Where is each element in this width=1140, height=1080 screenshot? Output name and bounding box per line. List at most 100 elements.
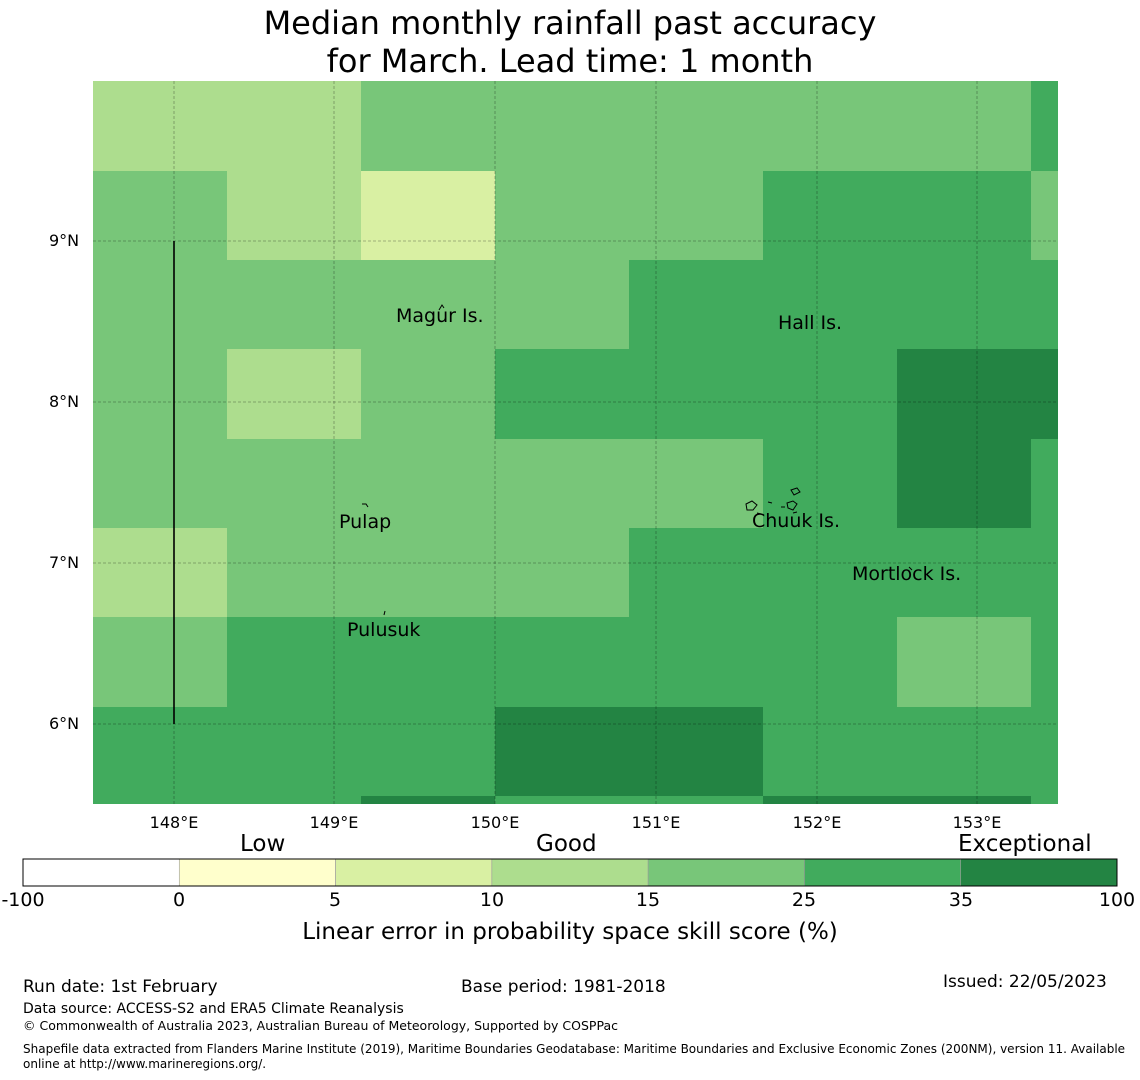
grid-cell	[495, 81, 629, 171]
grid-cell	[495, 796, 629, 804]
grid-cell	[361, 707, 495, 796]
legend-category-low: Low	[240, 831, 286, 857]
grid-cell	[763, 260, 897, 349]
grid-cell	[361, 81, 495, 171]
colorbar-segment	[960, 858, 1118, 887]
grid-cell	[763, 349, 897, 439]
legend-category-exceptional: Exceptional	[958, 831, 1092, 857]
shapefile-credit-line2: online at http://www.marineregions.org/.	[23, 1057, 267, 1071]
grid-cell	[897, 707, 1031, 796]
colorbar-tick-35: 35	[948, 889, 974, 911]
grid-cell	[897, 528, 1031, 617]
grid-cell	[1031, 171, 1058, 260]
skill-grid	[93, 81, 1058, 804]
grid-cell	[361, 796, 495, 804]
grid-cell	[495, 439, 629, 528]
grid-cell	[227, 439, 361, 528]
grid-cell	[1031, 349, 1058, 439]
lon-tick-150e: 150°E	[470, 813, 520, 832]
colorbar-tick-100: 100	[1098, 889, 1136, 911]
colorbar-tick-25: 25	[791, 889, 817, 911]
lat-tick-7n: 7°N	[49, 553, 80, 572]
grid-cell	[227, 617, 361, 707]
grid-cell	[1031, 617, 1058, 707]
lat-tick-9n: 9°N	[49, 231, 80, 250]
colorbar-segment	[647, 858, 805, 887]
grid-cell	[93, 796, 227, 804]
grid-cell	[629, 260, 763, 349]
mortlock-island-outline	[908, 566, 913, 571]
place-label-hall: Hall Is.	[778, 312, 843, 334]
grid-cell	[763, 171, 897, 260]
colorbar-segment	[178, 858, 336, 887]
place-label-mortlock: Mortlock Is.	[852, 563, 962, 585]
grid-cell	[629, 707, 763, 796]
place-label-chuuk: Chuuk Is.	[752, 510, 840, 532]
colorbar-segment	[335, 858, 493, 887]
grid-cell	[93, 439, 227, 528]
grid-cell	[1031, 528, 1058, 617]
grid-cell	[629, 439, 763, 528]
lon-tick-149e: 149°E	[309, 813, 359, 832]
colorbar-segment	[804, 858, 962, 887]
grid-cell	[227, 81, 361, 171]
pulusuk-island-outline	[383, 610, 386, 616]
grid-cell	[763, 796, 897, 804]
place-label-pulusuk: Pulusuk	[347, 619, 421, 641]
lon-tick-152e: 152°E	[792, 813, 842, 832]
gridlines	[93, 81, 1058, 804]
grid-cell	[897, 260, 1031, 349]
grid-cell	[361, 349, 495, 439]
grid-cell	[495, 617, 629, 707]
data-source: Data source: ACCESS-S2 and ERA5 Climate …	[23, 1001, 404, 1017]
grid-cell	[629, 81, 763, 171]
lon-tick-148e: 148°E	[149, 813, 199, 832]
lon-tick-153e: 153°E	[952, 813, 1002, 832]
island-outlines	[362, 304, 913, 616]
grid-cell	[763, 439, 897, 528]
grid-cell	[763, 81, 897, 171]
grid-cell	[495, 349, 629, 439]
chart-title-line2: for March. Lead time: 1 month	[326, 42, 814, 80]
run-date: Run date: 1st February	[23, 977, 218, 997]
lon-tick-151e: 151°E	[631, 813, 681, 832]
grid-cell	[227, 707, 361, 796]
pulap-island-outline	[362, 503, 369, 508]
lat-tick-6n: 6°N	[49, 714, 80, 733]
grid-cell	[763, 528, 897, 617]
base-period: Base period: 1981-2018	[461, 977, 666, 997]
colorbar-tick-minus100: -100	[1, 889, 45, 911]
grid-cell	[897, 349, 1031, 439]
grid-cell	[361, 439, 495, 528]
grid-cell	[897, 617, 1031, 707]
grid-cell	[1031, 260, 1058, 349]
colorbar-tick-10: 10	[479, 889, 505, 911]
colorbar-tick-15: 15	[635, 889, 661, 911]
colorbar-segment	[491, 858, 649, 887]
grid-cell	[495, 260, 629, 349]
lat-tick-8n: 8°N	[49, 392, 80, 411]
grid-cell	[361, 260, 495, 349]
grid-cell	[1031, 439, 1058, 528]
grid-cell	[93, 171, 227, 260]
grid-cell	[763, 707, 897, 796]
grid-cell	[227, 796, 361, 804]
grid-cell	[93, 81, 227, 171]
grid-cell	[629, 349, 763, 439]
grid-cell	[1031, 707, 1058, 796]
grid-cell	[495, 171, 629, 260]
grid-cell	[93, 349, 227, 439]
grid-cell	[93, 260, 227, 349]
grid-cell	[1031, 81, 1058, 171]
grid-cell	[361, 171, 495, 260]
colorbar-segment	[22, 858, 180, 887]
grid-cell	[93, 617, 227, 707]
grid-cell	[361, 528, 495, 617]
legend-category-good: Good	[536, 831, 597, 857]
colorbar-title: Linear error in probability space skill …	[302, 919, 838, 945]
colorbar-tick-5: 5	[328, 889, 342, 911]
colorbar-segments	[22, 858, 1118, 887]
grid-cell	[227, 349, 361, 439]
